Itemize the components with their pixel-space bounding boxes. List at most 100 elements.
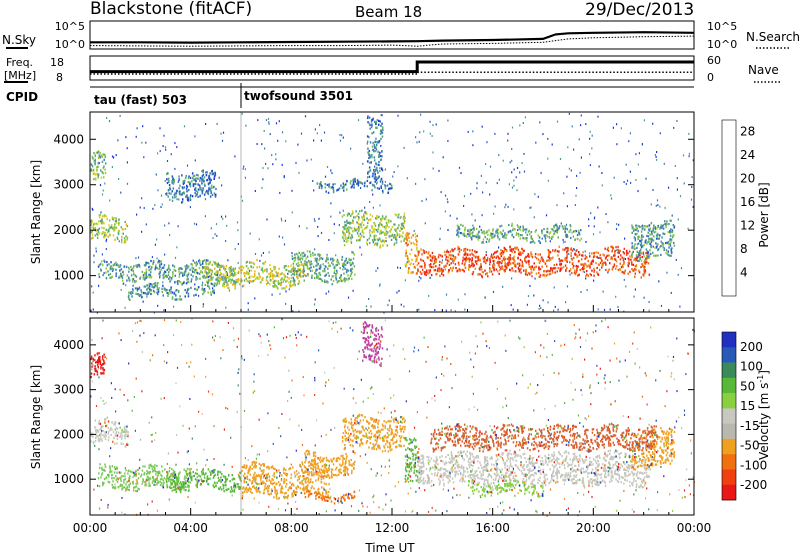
scatter-cell [540, 171, 542, 174]
band-5-cell [437, 267, 439, 270]
band-5-cell [578, 251, 580, 254]
band-2-cell [339, 276, 341, 279]
band-0-cell [159, 274, 161, 277]
band-3-cell [357, 212, 360, 215]
scatter-cell [98, 507, 101, 510]
scatter-cell [186, 451, 188, 454]
scatter-cell [513, 208, 515, 211]
scatter-cell [398, 289, 400, 292]
scatter-cell [460, 172, 462, 175]
scatter-cell [504, 397, 507, 400]
scatter-cell [157, 304, 159, 307]
scatter-cell [219, 336, 221, 339]
band-2-cell [331, 283, 334, 286]
band-6-cell [460, 223, 462, 226]
band-7-cell [639, 248, 642, 251]
scatter-cell [142, 300, 144, 303]
scatter-cell [502, 406, 504, 409]
band-1-cell [239, 283, 241, 286]
scatter-cell [538, 307, 540, 310]
band-0-cell [196, 271, 198, 274]
band-5-cell [427, 272, 429, 275]
band-3-cell [397, 227, 399, 230]
band-6-cell [564, 230, 566, 233]
scatter-cell [241, 497, 243, 500]
band-0-cell [177, 282, 179, 286]
band-5-cell [477, 259, 479, 262]
band-11-cell [181, 192, 184, 195]
band-6-cell [550, 228, 553, 231]
band-5-cell [591, 269, 593, 272]
band-6-cell [458, 228, 461, 231]
band-0-cell [110, 261, 112, 264]
scatter-cell [569, 273, 571, 276]
band-5-cell [518, 264, 521, 267]
scatter-cell [585, 277, 587, 280]
scatter-cell [164, 224, 166, 227]
band-7-cell [648, 228, 650, 231]
band-1-cell [223, 285, 226, 288]
band-5-cell [464, 257, 466, 260]
band-5-cell [507, 263, 509, 266]
band-0-cell [111, 275, 114, 278]
scatter-cell [633, 295, 635, 298]
band-10-cell [201, 284, 203, 287]
band-11-cell [189, 181, 191, 184]
band-11-cell [215, 193, 217, 196]
band-13-cell [376, 126, 378, 129]
band-3-cell [403, 239, 405, 242]
band-2-cell [345, 278, 347, 281]
scatter-cell [289, 334, 291, 337]
band-1-cell [234, 272, 236, 275]
band-5-cell [499, 269, 501, 272]
band-0-cell [133, 272, 135, 275]
band-10-cell [157, 290, 160, 293]
band-5-cell [577, 265, 579, 268]
band-13-cell [373, 177, 376, 180]
band-11-cell [196, 193, 198, 196]
band-5-cell [499, 257, 501, 260]
scatter-cell [272, 442, 274, 445]
band-7-cell [660, 224, 662, 227]
band-8-cell [115, 217, 117, 220]
scatter-cell [98, 284, 100, 287]
band-10-cell [132, 289, 134, 292]
band-1-cell [229, 278, 231, 281]
band-10-cell [195, 293, 197, 296]
band-0-cell [111, 477, 113, 480]
scatter-cell [364, 453, 367, 456]
band-5-cell [441, 269, 444, 272]
band-6-cell [518, 227, 521, 230]
band-11-cell [178, 178, 181, 181]
scatter-cell [445, 293, 448, 296]
band-5-cell [549, 258, 552, 261]
scatter-cell [95, 250, 97, 253]
band-0-cell [216, 273, 219, 277]
band-5-cell [562, 248, 564, 251]
band-0-cell [192, 275, 194, 278]
scatter-cell [418, 448, 420, 450]
band-5-cell [492, 253, 495, 256]
scatter-cell [654, 450, 656, 452]
band-5-cell [477, 256, 479, 259]
band-2-cell [323, 279, 326, 282]
scatter-cell [111, 155, 114, 158]
scatter-cell [387, 304, 389, 307]
scatter-cell [688, 132, 690, 135]
band-2-cell [291, 257, 294, 261]
band-12-cell [328, 183, 331, 186]
band-3-cell [351, 210, 354, 213]
band-2-cell [349, 274, 352, 277]
band-11-cell [200, 178, 203, 181]
band-2-cell [306, 261, 308, 264]
band-5-cell [528, 255, 530, 258]
band-4-cell [413, 266, 416, 269]
band-4-cell [405, 241, 408, 245]
band-5-cell [548, 249, 550, 253]
scatter-cell [361, 253, 363, 256]
band-4-cell [412, 234, 414, 237]
y-tick-label: 4000 [53, 132, 84, 146]
band-5-cell [472, 265, 474, 268]
band-1-cell [209, 262, 211, 265]
band-0-cell [180, 267, 182, 270]
